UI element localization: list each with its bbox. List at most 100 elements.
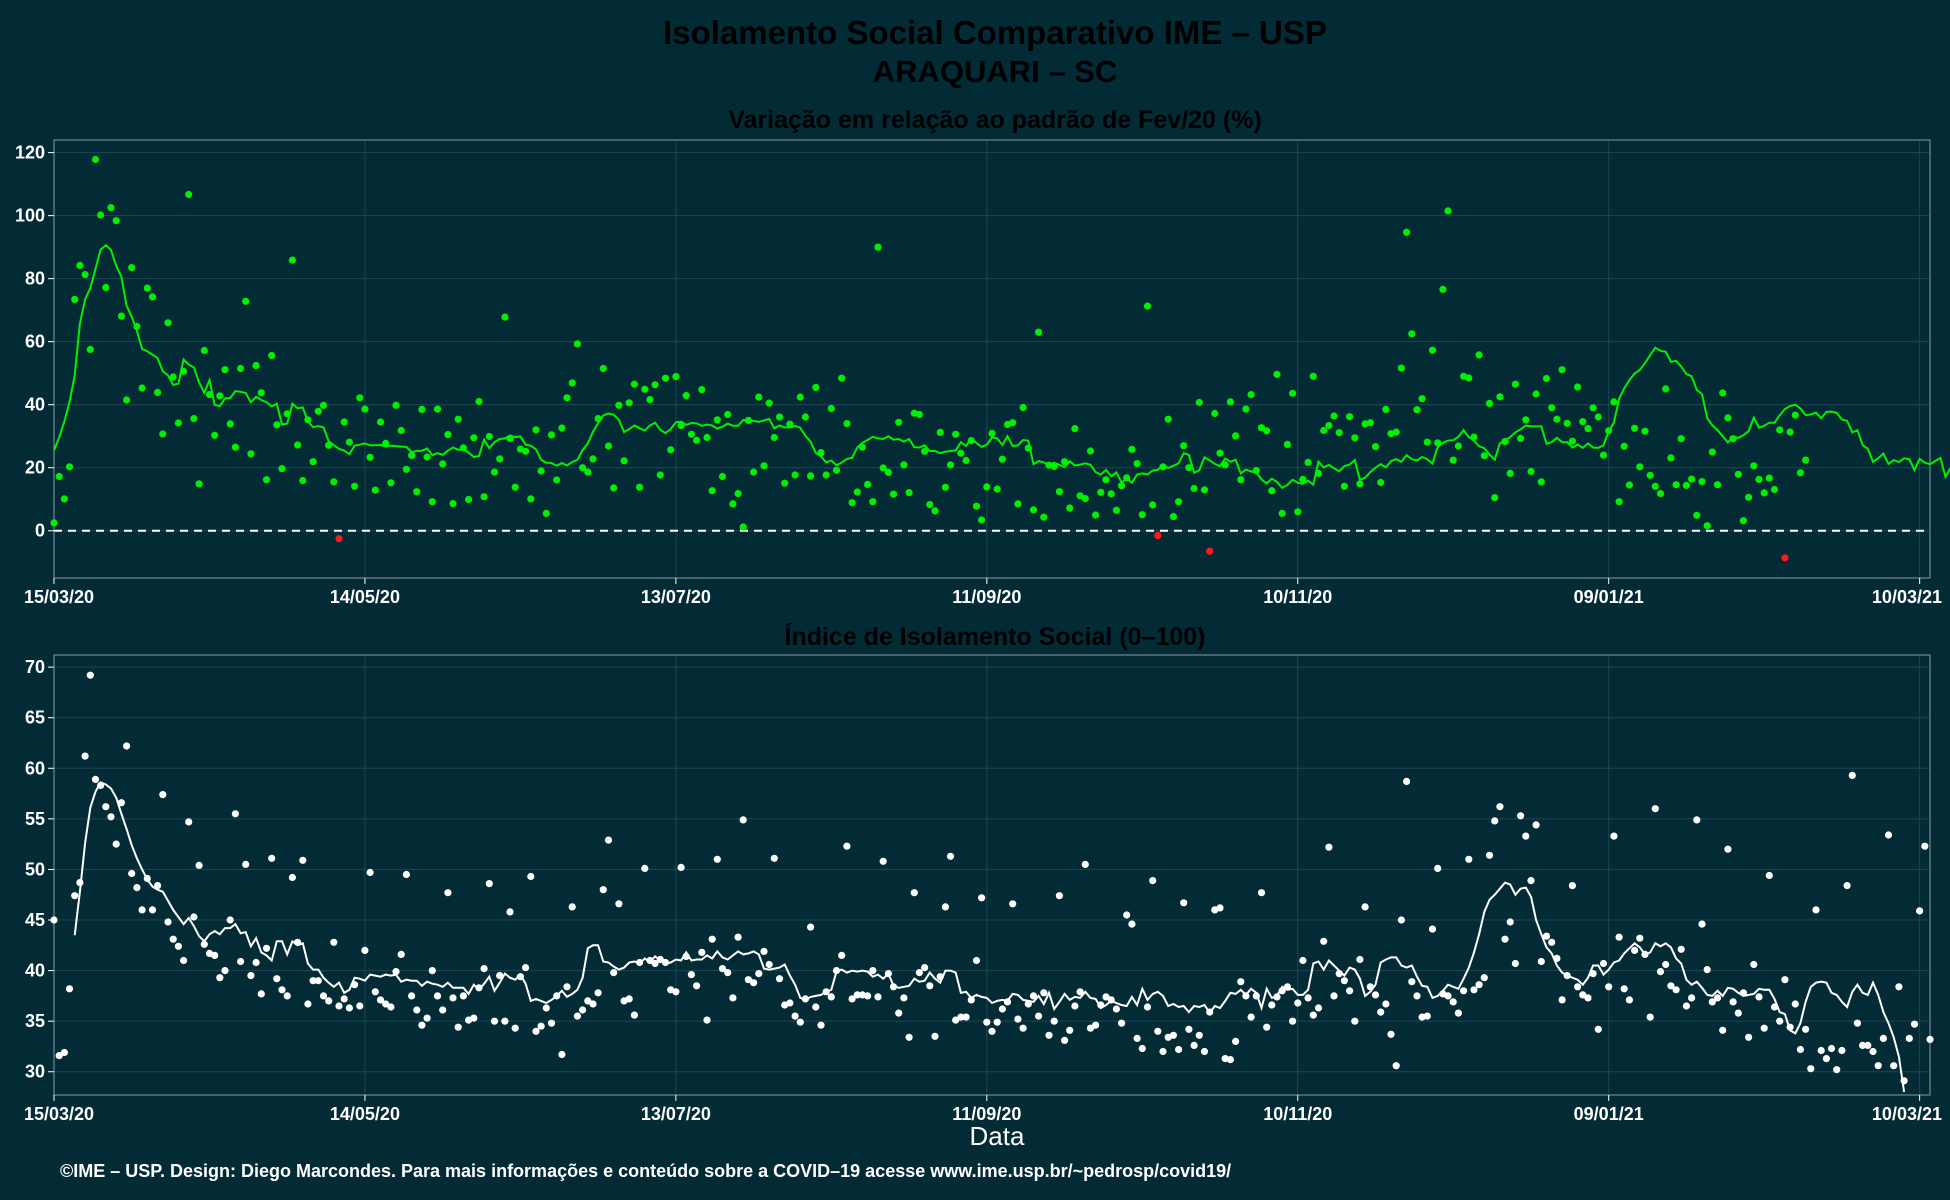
index-data-point xyxy=(490,1017,499,1025)
variation-data-point xyxy=(1175,498,1183,506)
index-data-point xyxy=(1511,959,1519,968)
footer-credits: ©IME – USP. Design: Diego Marcondes. Par… xyxy=(60,1161,1231,1181)
index-y-tick-label: 30 xyxy=(25,1062,45,1082)
variation-data-point xyxy=(356,394,364,402)
index-data-point xyxy=(148,906,157,914)
index-data-point xyxy=(1361,903,1369,911)
index-data-point xyxy=(1014,1015,1022,1023)
index-data-point xyxy=(1123,911,1131,919)
index-data-point xyxy=(1610,832,1618,840)
index-data-point xyxy=(392,968,400,976)
variation-data-point xyxy=(1154,531,1162,540)
index-data-point xyxy=(1781,976,1789,984)
index-data-point xyxy=(1413,992,1421,1000)
variation-data-point xyxy=(630,380,639,388)
index-data-point xyxy=(1154,1027,1162,1035)
variation-data-point xyxy=(511,483,519,491)
index-data-point xyxy=(584,997,592,1005)
variation-data-point xyxy=(682,392,690,400)
variation-data-point xyxy=(1781,554,1789,562)
variation-data-point xyxy=(1672,481,1680,489)
variation-data-point xyxy=(957,449,965,457)
variation-data-point xyxy=(563,394,571,402)
index-data-point xyxy=(1061,1036,1069,1044)
variation-data-point xyxy=(843,420,851,428)
index-data-point xyxy=(1729,998,1737,1006)
variation-data-point xyxy=(941,483,950,491)
variation-data-point xyxy=(55,472,63,481)
index-data-point xyxy=(330,938,338,946)
variation-data-point xyxy=(1708,448,1716,456)
variation-data-point xyxy=(1485,399,1494,407)
variation-data-point xyxy=(1138,511,1146,519)
index-data-point xyxy=(1745,1033,1753,1041)
variation-frame xyxy=(53,139,1931,579)
index-data-point xyxy=(1247,1013,1255,1021)
variation-data-point xyxy=(1371,443,1380,451)
index-data-point xyxy=(439,1006,447,1014)
variation-data-point xyxy=(475,397,483,406)
index-data-point xyxy=(1351,1017,1359,1025)
index-data-point xyxy=(547,1019,556,1027)
index-data-point xyxy=(1092,1021,1100,1029)
variation-data-point xyxy=(1532,390,1540,398)
index-data-point xyxy=(55,1052,63,1060)
variation-data-point xyxy=(1631,424,1639,432)
index-data-point xyxy=(724,969,732,977)
index-data-point xyxy=(1750,960,1758,969)
index-data-point xyxy=(791,1012,799,1020)
index-data-point xyxy=(1045,1031,1053,1039)
index-x-tick-label: 11/09/20 xyxy=(952,1104,1021,1124)
index-data-point xyxy=(1625,996,1633,1004)
variation-data-point xyxy=(1548,404,1556,412)
index-data-point xyxy=(610,969,618,977)
variation-data-point xyxy=(1346,413,1354,421)
index-data-point xyxy=(50,916,58,924)
index-data-point xyxy=(1149,877,1157,885)
index-data-point xyxy=(817,1021,825,1029)
variation-data-point xyxy=(1408,330,1416,338)
variation-data-point xyxy=(1527,467,1535,476)
variation-data-point xyxy=(1786,428,1794,436)
variation-data-point xyxy=(1335,429,1343,437)
index-data-point xyxy=(1175,1045,1183,1054)
variation-data-point xyxy=(796,393,804,401)
variation-data-point xyxy=(128,264,136,272)
index-data-point xyxy=(1299,956,1307,965)
index-data-point xyxy=(568,903,576,911)
index-data-point xyxy=(1693,816,1701,824)
index-data-point xyxy=(60,1048,68,1057)
index-data-point xyxy=(1081,860,1089,869)
index-data-point xyxy=(962,1013,970,1021)
variation-data-point xyxy=(1599,451,1608,459)
variation-data-point xyxy=(832,466,841,474)
variation-data-point xyxy=(1444,207,1452,215)
index-data-point xyxy=(71,892,79,900)
variation-data-point xyxy=(698,386,706,394)
variation-data-point xyxy=(190,415,198,423)
index-frame xyxy=(53,654,1931,1096)
variation-data-point xyxy=(1283,440,1291,448)
variation-data-point xyxy=(1092,511,1100,519)
index-data-point xyxy=(1232,1037,1240,1045)
variation-data-point xyxy=(1574,383,1582,391)
variation-data-point xyxy=(470,434,478,442)
index-data-point xyxy=(299,856,307,864)
variation-data-point xyxy=(1682,481,1690,489)
index-data-point xyxy=(107,813,115,821)
variation-data-point xyxy=(1418,395,1426,403)
variation-y-tick-label: 20 xyxy=(25,458,45,478)
index-data-point xyxy=(262,944,271,952)
variation-data-point xyxy=(1128,445,1136,453)
variation-data-point xyxy=(1620,442,1628,450)
index-data-point xyxy=(579,1006,587,1014)
variation-data-point xyxy=(931,507,939,515)
variation-data-point xyxy=(117,312,125,320)
index-data-point xyxy=(1371,991,1380,999)
index-data-point xyxy=(926,982,934,990)
index-data-point xyxy=(687,971,696,979)
variation-data-point xyxy=(1542,374,1551,383)
variation-data-point xyxy=(750,468,758,476)
index-data-point xyxy=(257,990,265,998)
variation-data-point xyxy=(708,487,716,495)
